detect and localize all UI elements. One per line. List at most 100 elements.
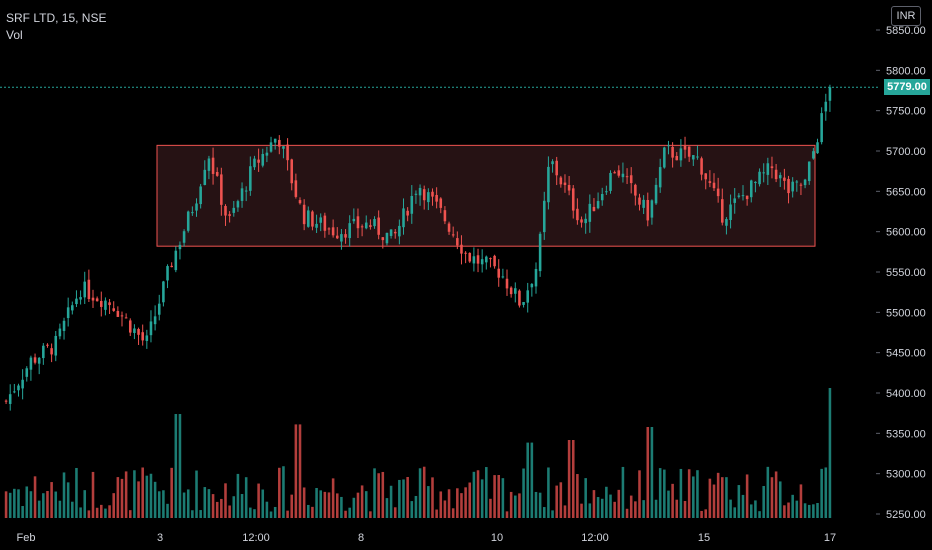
volume-bar xyxy=(559,482,563,518)
volume-bar xyxy=(215,501,219,518)
candle xyxy=(468,252,472,263)
volume-bar xyxy=(170,467,173,518)
candle xyxy=(687,146,691,162)
volume-bar xyxy=(778,481,782,518)
volume-bar xyxy=(257,483,260,518)
volume-bar xyxy=(153,481,157,518)
volume-bar xyxy=(406,476,409,518)
candle xyxy=(389,229,393,239)
candle xyxy=(108,298,111,314)
price-tick-label: 5300.00 xyxy=(886,469,926,481)
volume-bar xyxy=(166,503,169,518)
candle xyxy=(725,217,728,235)
volume-bar xyxy=(398,479,401,518)
volume-bar xyxy=(265,501,269,518)
volume-bar xyxy=(278,467,281,518)
candle xyxy=(480,249,484,273)
volume-bar xyxy=(687,469,691,518)
candle xyxy=(58,323,62,340)
volume-bar xyxy=(505,511,509,518)
volume-bar xyxy=(824,467,828,518)
time-tick-label: 17 xyxy=(824,532,836,544)
candle xyxy=(398,219,401,245)
volume-bar xyxy=(671,483,674,518)
candle xyxy=(8,384,12,411)
candle xyxy=(236,199,240,212)
volume-bar xyxy=(427,486,430,518)
volume-bar xyxy=(253,509,256,518)
volume-bar xyxy=(79,507,82,518)
candle xyxy=(559,175,563,188)
volume-bar xyxy=(460,493,463,518)
volume-bar xyxy=(75,467,78,518)
candle xyxy=(46,343,49,348)
volume-bar xyxy=(162,490,165,518)
candle xyxy=(170,262,173,268)
candle xyxy=(37,356,41,375)
currency-button[interactable]: INR xyxy=(891,6,921,26)
candle xyxy=(50,343,53,363)
candle xyxy=(534,262,538,294)
price-tick-label: 5550.00 xyxy=(886,267,926,279)
volume-bar xyxy=(298,424,302,518)
volume-bar xyxy=(745,474,749,518)
candle xyxy=(116,306,120,318)
candle xyxy=(497,259,501,287)
volume-bar xyxy=(58,500,62,518)
volume-bar xyxy=(377,473,380,518)
price-tick-label: 5850.00 xyxy=(886,25,926,37)
candle xyxy=(211,147,215,185)
price-axis: 5250.00 5300.00 5350.00 5400.00 5450.00 5500.… xyxy=(876,25,926,521)
candle xyxy=(501,268,505,279)
candle xyxy=(766,157,770,186)
candle xyxy=(505,269,509,296)
volume-bar xyxy=(83,490,87,518)
candle xyxy=(186,210,190,233)
volume-bar xyxy=(344,510,347,518)
candle xyxy=(629,167,633,194)
range-box[interactable] xyxy=(156,144,816,247)
candle xyxy=(596,192,600,210)
candle xyxy=(21,369,24,400)
volume-bar xyxy=(447,489,451,518)
volume-bar xyxy=(50,482,53,518)
candle xyxy=(4,399,8,404)
candle xyxy=(758,168,761,187)
volume-bar xyxy=(340,496,343,518)
volume-bar xyxy=(273,506,277,518)
candle xyxy=(356,208,360,239)
candle xyxy=(145,329,149,349)
volume-bar xyxy=(236,473,240,518)
candle xyxy=(203,160,207,186)
time-tick-label: 3 xyxy=(157,532,163,544)
volume-bar xyxy=(485,467,488,518)
price-tick-label: 5650.00 xyxy=(886,186,926,198)
candle xyxy=(348,215,351,247)
candle xyxy=(787,175,790,204)
candle xyxy=(83,271,87,304)
candle xyxy=(696,145,699,160)
candle xyxy=(741,185,745,201)
candle xyxy=(137,327,140,345)
volume-bar xyxy=(315,487,318,518)
volume-bar xyxy=(435,509,438,518)
candle xyxy=(29,355,33,381)
candle xyxy=(294,173,298,199)
candle xyxy=(124,313,128,319)
candle xyxy=(745,195,749,206)
volume-bar xyxy=(638,470,641,518)
candle xyxy=(716,177,720,203)
candle xyxy=(141,324,144,346)
volume-bar xyxy=(538,492,542,518)
candle xyxy=(319,213,322,232)
candle xyxy=(783,168,786,190)
candle xyxy=(307,206,310,228)
volume-bar xyxy=(787,502,790,518)
time-tick-label: 12:00 xyxy=(581,532,609,544)
candle xyxy=(447,221,451,235)
volume-bar xyxy=(667,490,670,518)
candle xyxy=(91,289,95,308)
volume-bar xyxy=(4,491,8,518)
candle xyxy=(249,156,252,196)
